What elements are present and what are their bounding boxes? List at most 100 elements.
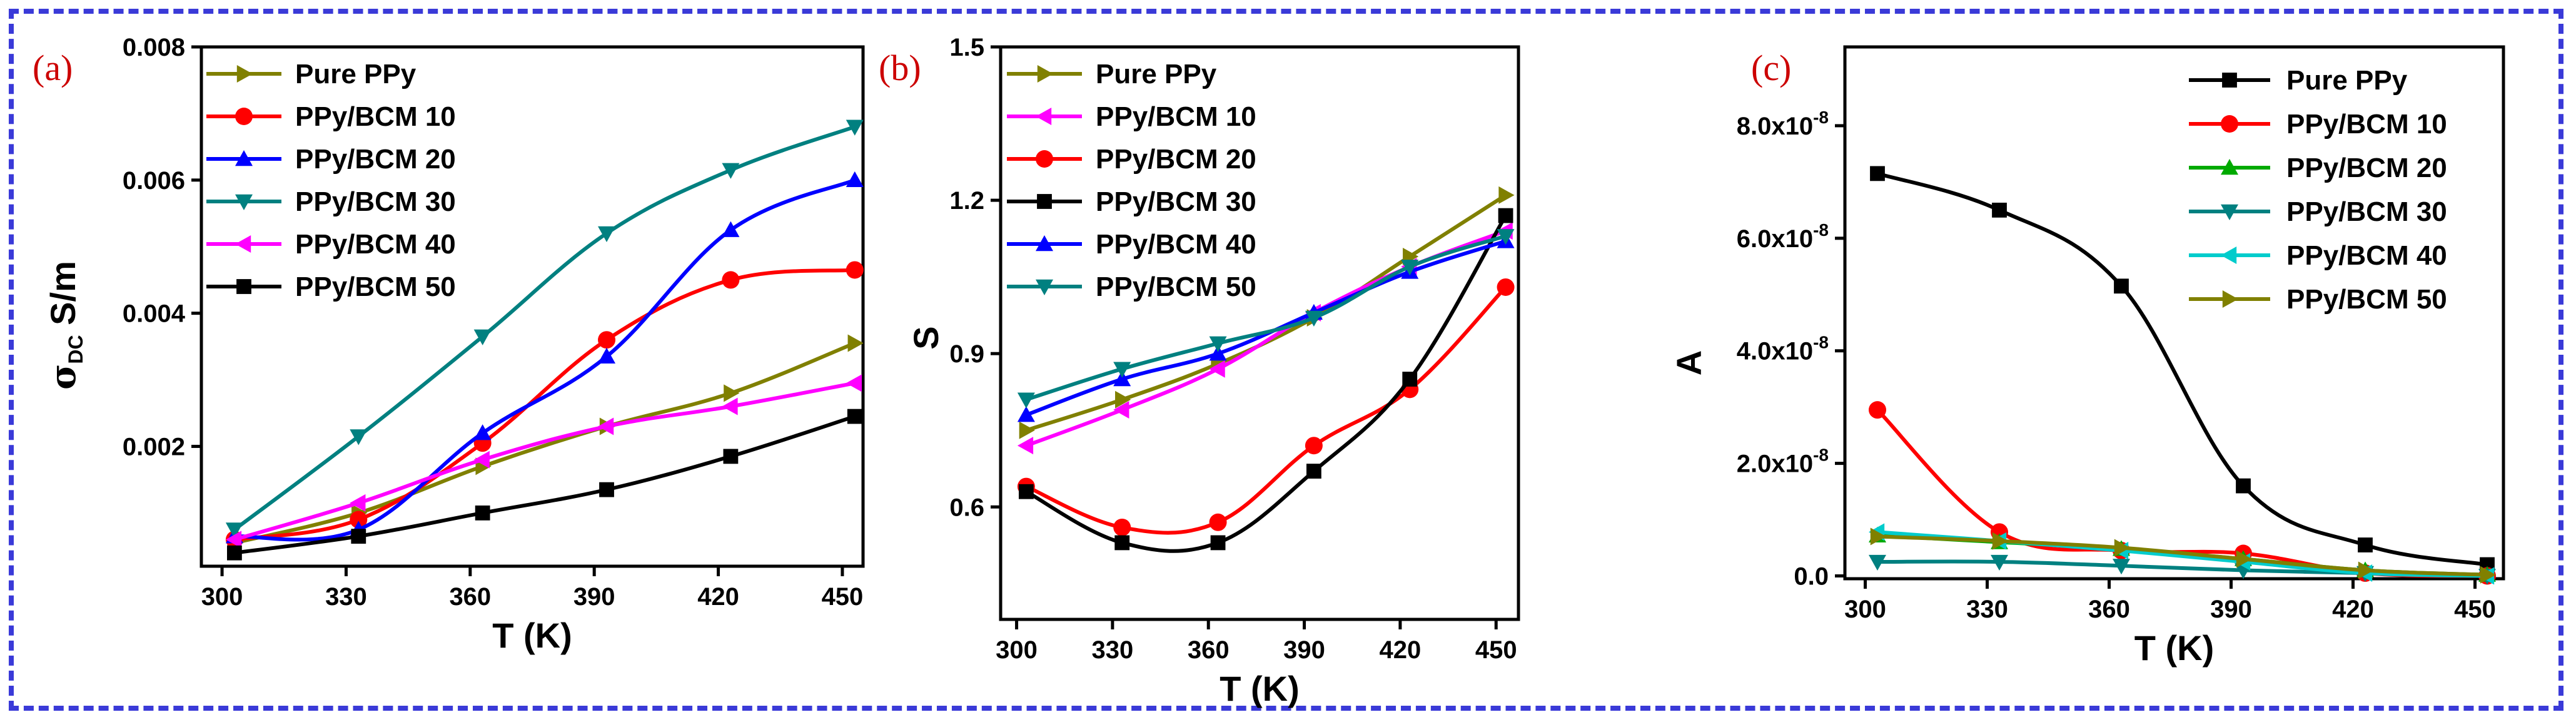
- legend-marker: [2221, 159, 2238, 175]
- data-point: [1209, 513, 1227, 531]
- data-point: [598, 417, 614, 435]
- data-point: [722, 397, 738, 415]
- series-ppy-bcm-10: [225, 261, 864, 549]
- series-ppy-bcm-30: [1018, 208, 1513, 553]
- series-line: [1024, 234, 1508, 402]
- data-point: [1017, 437, 1034, 455]
- dashed-figure-border: [9, 9, 2563, 711]
- data-point: [1209, 360, 1225, 378]
- panel-letter: (b): [879, 48, 921, 88]
- data-point: [1870, 527, 1886, 546]
- data-point: [722, 163, 740, 179]
- data-point: [1305, 310, 1323, 327]
- legend-label: PPy/BCM 50: [295, 272, 456, 302]
- panel-letter: (a): [33, 48, 73, 88]
- series-line: [232, 341, 857, 545]
- data-point: [2114, 278, 2129, 294]
- legend-marker: [2221, 204, 2238, 220]
- series-line: [1876, 534, 2489, 577]
- y-tick-label: 0.002: [123, 433, 185, 460]
- legend-label: PPy/BCM 20: [295, 144, 456, 175]
- data-point: [225, 522, 243, 539]
- legend-label: Pure PPy: [1096, 59, 1217, 89]
- data-point: [846, 171, 864, 188]
- data-point: [846, 374, 862, 392]
- data-point: [1209, 345, 1227, 361]
- series-pure-ppy: [1019, 186, 1515, 439]
- axes-box: [200, 45, 865, 568]
- legend-label: PPy/BCM 40: [1096, 229, 1256, 260]
- series-ppy-bcm-50: [1870, 527, 2496, 584]
- y-axis-title: S: [906, 326, 946, 349]
- data-point: [847, 334, 864, 352]
- x-tick-label: 390: [2210, 596, 2252, 623]
- legend-marker: [1036, 235, 1053, 252]
- legend-marker: [1037, 194, 1052, 209]
- data-point: [1497, 278, 1515, 296]
- data-point: [350, 429, 368, 445]
- axes-box: [1843, 45, 2505, 581]
- panel-b: 300 330 360 390 420 450 0.6 0.9 1.2 1.5 (b) T (K) S P…: [879, 34, 1520, 708]
- series-ppy-bcm-40: [1017, 232, 1515, 422]
- legend-marker: [1036, 279, 1053, 295]
- data-point: [1869, 554, 1886, 571]
- data-point: [1991, 554, 2008, 571]
- series-line: [232, 125, 857, 532]
- series-line: [1024, 213, 1508, 553]
- data-point: [1209, 336, 1227, 352]
- series-line: [232, 381, 857, 542]
- y-tick-exponent: -8: [1813, 220, 1829, 240]
- data-point: [1019, 421, 1035, 439]
- data-point: [350, 511, 368, 529]
- x-tick-label: 300: [996, 636, 1038, 664]
- y-tick-exponent: -8: [1813, 445, 1829, 465]
- x-tick-label: 360: [2088, 596, 2130, 623]
- data-point: [1401, 260, 1419, 276]
- x-tick-label: 450: [1475, 636, 1517, 664]
- data-point: [227, 545, 242, 561]
- y-tick-label: 0.6: [949, 494, 984, 521]
- x-tick-label: 330: [325, 583, 367, 611]
- series-line: [232, 414, 857, 555]
- data-point: [1113, 518, 1131, 536]
- legend-marker: [235, 108, 253, 125]
- series-line: [1876, 171, 2489, 567]
- legend-label: PPy/BCM 30: [1096, 186, 1256, 217]
- series-ppy-bcm-20: [1017, 278, 1515, 536]
- y-tick-label: 1.2: [949, 187, 984, 215]
- legend-marker: [1037, 65, 1053, 83]
- data-point: [1497, 229, 1515, 245]
- y-tick-label: 0.008: [123, 34, 185, 61]
- y-tick-exponent: -8: [1813, 108, 1829, 127]
- legend-label: PPy/BCM 20: [1096, 144, 1256, 175]
- y-axis-title: A: [1669, 350, 1709, 375]
- x-tick-label: 360: [449, 583, 491, 611]
- data-point: [473, 329, 492, 345]
- x-tick-label: 420: [1380, 636, 1422, 664]
- y-tick-label: 0.006: [123, 167, 185, 195]
- data-point: [1113, 362, 1131, 378]
- data-point: [599, 482, 614, 497]
- data-point: [1869, 401, 1886, 419]
- legend-label: PPy/BCM 40: [295, 229, 456, 260]
- data-point: [351, 529, 366, 544]
- data-point: [2358, 537, 2373, 552]
- data-point: [1113, 401, 1129, 419]
- x-tick-label: 300: [1844, 596, 1886, 623]
- y-tick-label: 2.0x10-8: [1737, 445, 1829, 478]
- legend-label: PPy/BCM 10: [295, 101, 456, 132]
- legend-marker: [1036, 108, 1052, 125]
- data-point: [350, 494, 366, 512]
- series-ppy-bcm-40: [225, 374, 862, 549]
- series-ppy-bcm-30: [225, 119, 864, 539]
- y-tick-label: 0.9: [949, 340, 984, 368]
- data-point: [2480, 566, 2496, 584]
- series-ppy-bcm-20: [225, 171, 864, 544]
- data-point: [1870, 166, 1885, 181]
- data-point: [847, 409, 862, 424]
- data-point: [1210, 535, 1226, 551]
- series-line: [1024, 285, 1508, 535]
- legend-label: Pure PPy: [295, 59, 417, 89]
- series-line: [1024, 239, 1508, 417]
- legend-marker: [2221, 247, 2237, 264]
